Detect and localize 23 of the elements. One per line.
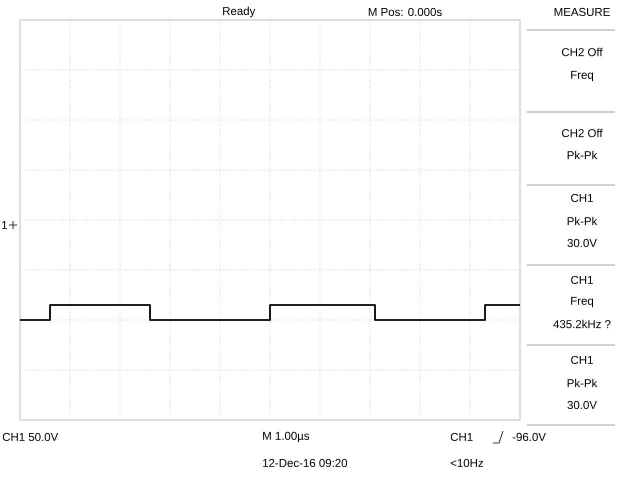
text: CH1 xyxy=(571,194,593,202)
text: CH1 50.0V xyxy=(2,432,58,442)
text: Pk-Pk xyxy=(568,216,598,226)
text: Pk-Pk xyxy=(568,150,598,160)
text: M 1.00µs xyxy=(263,432,310,442)
text: Pk-Pk xyxy=(568,378,598,388)
text: 30.0V xyxy=(567,238,597,248)
text: CH1 xyxy=(450,432,473,442)
text: M Pos: 0.000s xyxy=(368,8,442,16)
text: 30.0V xyxy=(567,400,597,410)
text: MEASURE xyxy=(554,8,610,16)
text: Ready xyxy=(223,6,256,18)
text: 1 xyxy=(2,221,8,229)
text: 435.2kHz ? xyxy=(553,320,611,328)
text: Freq xyxy=(571,296,594,308)
text: CH2 Off xyxy=(562,48,603,56)
text: <10Hz xyxy=(450,458,484,468)
text: CH1 xyxy=(571,276,593,284)
text: 12-Dec-16 09:20 xyxy=(263,458,348,468)
text: CH1 xyxy=(571,356,593,364)
text: -96.0V xyxy=(512,432,546,442)
text: Freq xyxy=(571,70,594,82)
text: CH2 Off xyxy=(562,128,603,138)
